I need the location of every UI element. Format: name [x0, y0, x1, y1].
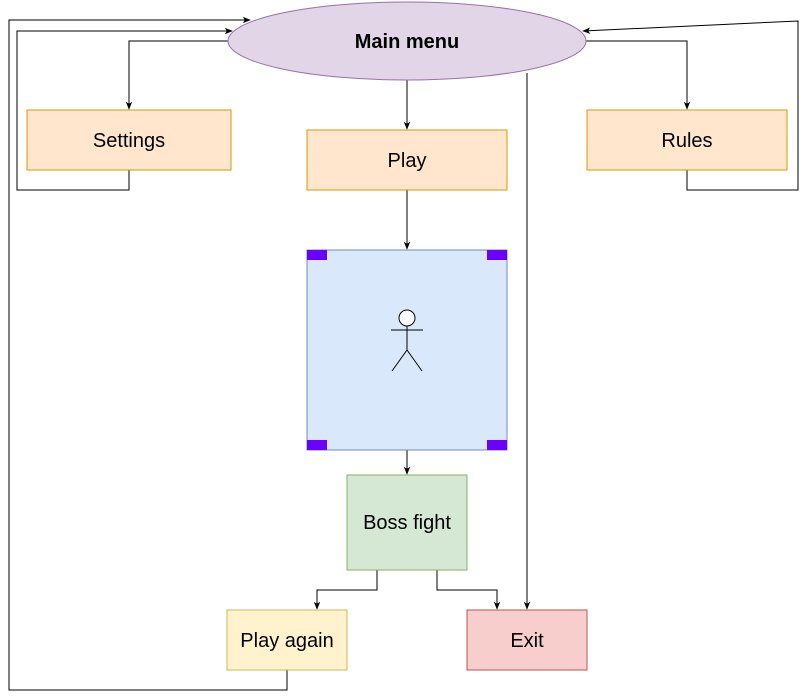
game-area-corner-top-left [307, 250, 327, 260]
connector-main-menu-to-rules [585, 40, 691, 110]
play-again-label: Play again [240, 630, 333, 652]
node-play[interactable]: Play [306, 129, 508, 191]
node-boss-fight[interactable]: Boss fight [346, 474, 468, 571]
node-settings[interactable]: Settings [26, 109, 232, 171]
connector-rules-to-main-menu [582, 20, 799, 191]
game-area-corner-bottom-right [487, 440, 507, 450]
boss-fight-label: Boss fight [363, 512, 451, 534]
node-rules[interactable]: Rules [586, 109, 788, 171]
exit-label: Exit [510, 630, 544, 652]
stick-figure-icon [391, 309, 423, 372]
play-label: Play [388, 150, 427, 172]
main-menu-ellipse[interactable] [227, 1, 587, 81]
game-area-corner-bottom-left [307, 440, 327, 450]
settings-box[interactable] [26, 109, 232, 171]
main-menu-label: Main menu [355, 31, 459, 53]
node-game-area[interactable] [306, 249, 508, 451]
connector-boss-fight-to-play-again [313, 570, 378, 610]
node-exit[interactable]: Exit [466, 609, 588, 671]
rules-label: Rules [661, 130, 712, 152]
game-area-corner-top-right [487, 250, 507, 260]
node-play-again[interactable]: Play again [226, 609, 348, 671]
connector-boss-fight-to-exit [436, 570, 501, 610]
play-box[interactable] [306, 129, 508, 191]
boss-fight-box[interactable] [346, 474, 468, 571]
connectors [8, 16, 799, 691]
play-again-box[interactable] [226, 609, 348, 671]
connector-settings-to-main-menu [16, 27, 233, 191]
connector-play-again-to-main-menu [8, 16, 288, 691]
rules-box[interactable] [586, 109, 788, 171]
node-main-menu[interactable]: Main menu [227, 1, 587, 81]
exit-box[interactable] [466, 609, 588, 671]
settings-label: Settings [93, 130, 165, 152]
connector-main-menu-to-settings [125, 40, 230, 110]
